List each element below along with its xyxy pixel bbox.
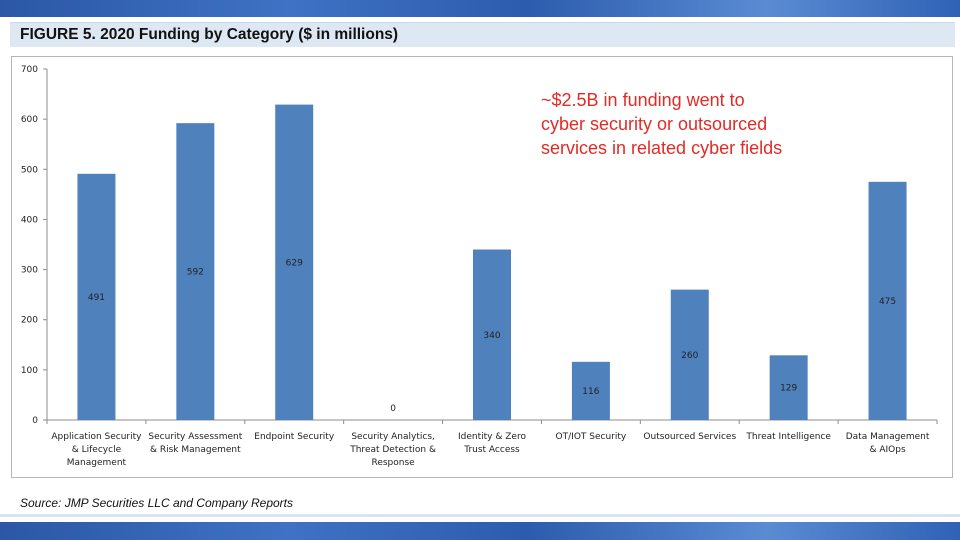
y-tick-label: 600	[21, 115, 38, 125]
category-label-line: Security Assessment	[148, 432, 242, 442]
bar	[77, 173, 116, 420]
data-label: 116	[582, 387, 599, 397]
category-label-line: Response	[371, 458, 415, 468]
y-tick-label: 0	[32, 416, 38, 426]
category-label: Endpoint Security	[254, 432, 335, 442]
data-label: 0	[390, 404, 396, 414]
y-tick-label: 300	[21, 266, 38, 276]
category-label-line: Threat Detection &	[349, 445, 436, 455]
y-tick-label: 100	[21, 366, 38, 376]
data-label: 260	[681, 351, 698, 361]
bar	[670, 289, 709, 420]
bar	[769, 355, 808, 420]
bar	[176, 123, 215, 420]
category-label-line: Identity & Zero	[458, 432, 526, 442]
category-label-line: Management	[67, 458, 127, 468]
category-label-line: & Lifecycle	[72, 445, 122, 455]
data-label: 592	[187, 268, 204, 278]
data-label: 340	[483, 331, 500, 341]
figure-title-bar: FIGURE 5. 2020 Funding by Category ($ in…	[10, 22, 955, 47]
data-label: 629	[286, 258, 303, 268]
category-label-line: & Risk Management	[150, 445, 241, 455]
category-label-line: Application Security	[51, 432, 142, 442]
bar	[571, 361, 610, 420]
category-label: Outsourced Services	[643, 432, 736, 442]
category-label: Threat Intelligence	[745, 432, 831, 442]
top-decorative-band	[0, 0, 960, 17]
y-tick-label: 700	[21, 65, 38, 75]
y-tick-label: 400	[21, 215, 38, 225]
category-label: OT/IOT Security	[556, 432, 627, 442]
annotation-line: services in related cyber fields	[541, 138, 783, 158]
category-label: Identity & Zero Trust Access	[458, 432, 526, 455]
annotation-line: ~$2.5B in funding went to	[541, 90, 745, 110]
category-label-line: Threat Intelligence	[745, 432, 831, 442]
category-label: Security Analytics, Threat Detection & Res…	[349, 432, 436, 468]
data-label: 491	[88, 293, 105, 303]
y-tick-label: 200	[21, 316, 38, 326]
data-label: 129	[780, 384, 797, 394]
bottom-divider	[0, 514, 960, 517]
category-label-line: OT/IOT Security	[556, 432, 627, 442]
category-label-line: Security Analytics,	[351, 432, 435, 442]
figure-title: FIGURE 5. 2020 Funding by Category ($ in…	[20, 26, 399, 43]
category-label: Application Security & Lifecycle Managemen…	[51, 432, 142, 468]
bar	[473, 249, 511, 420]
category-label-line: Trust Access	[463, 445, 520, 455]
bottom-decorative-band	[0, 522, 960, 540]
bar	[275, 104, 314, 420]
category-label: Security Assessment & Risk Management	[148, 432, 242, 455]
annotation-line: cyber security or outsourced	[541, 114, 768, 134]
category-label-line: Outsourced Services	[643, 432, 736, 442]
category-label: Data Management & AIOps	[846, 432, 930, 455]
category-label-line: Endpoint Security	[254, 432, 335, 442]
bar	[868, 181, 907, 420]
source-note: Source: JMP Securities LLC and Company R…	[20, 496, 294, 510]
data-label: 475	[879, 297, 896, 307]
funding-annotation: ~$2.5B in funding went to cyber security…	[541, 88, 871, 160]
y-tick-label: 500	[21, 165, 38, 175]
category-label-line: Data Management	[846, 432, 930, 442]
category-label-line: & AIOps	[869, 445, 905, 455]
